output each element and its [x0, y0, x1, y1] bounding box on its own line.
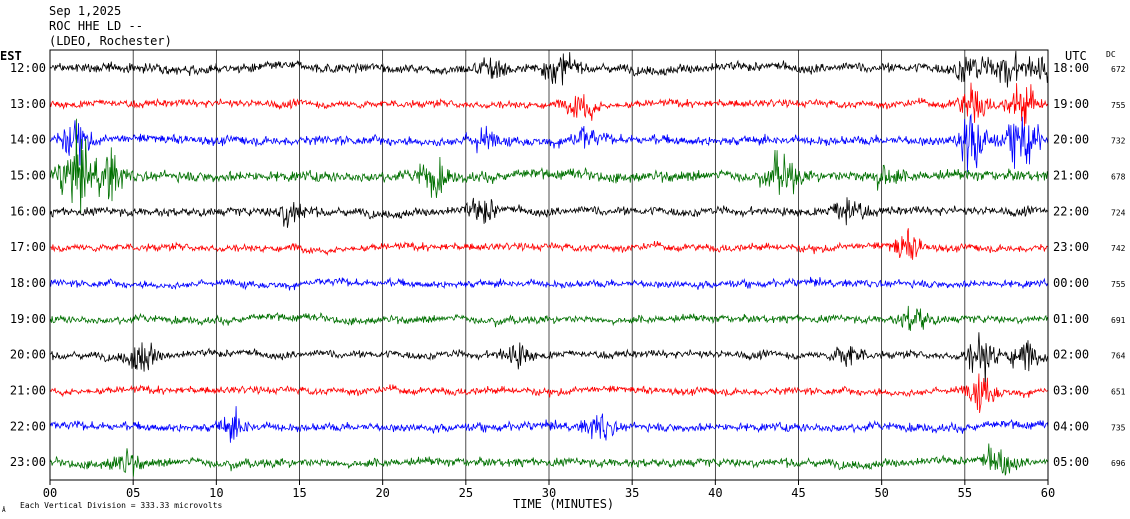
- trace-line: [49, 332, 1049, 387]
- x-axis-ticks: 00 05 10 15 20 25 30 35 40 45 50 55 60: [43, 480, 1055, 500]
- x-axis-title: TIME (MINUTES): [513, 497, 614, 511]
- utc-time-label: 22:00: [1053, 204, 1089, 218]
- x-tick-label: 35: [625, 486, 639, 500]
- seismic-traces: [49, 50, 1049, 477]
- x-tick-label: 10: [209, 486, 223, 500]
- station-code: ROC HHE LD --: [49, 19, 143, 33]
- est-time-label: 15:00: [10, 169, 46, 183]
- dc-offset-value: 732: [1111, 137, 1126, 146]
- plot-date: Sep 1,2025: [49, 4, 122, 18]
- dc-column-title: DC: [1106, 50, 1116, 59]
- trace-line: [49, 118, 1049, 214]
- dc-offset-value: 755: [1111, 101, 1126, 110]
- utc-axis-title: UTC: [1065, 49, 1087, 63]
- scale-note: Each Vertical Division = 333.33 microvol…: [20, 501, 222, 510]
- trace-line: [49, 406, 1049, 443]
- est-time-label: 16:00: [10, 204, 46, 218]
- utc-time-label: 20:00: [1053, 133, 1089, 147]
- est-time-label: 12:00: [10, 61, 46, 75]
- x-tick-label: 00: [43, 486, 57, 500]
- dc-offset-value: 678: [1111, 173, 1126, 182]
- est-time-label: 21:00: [10, 384, 46, 398]
- dc-offset-value: 755: [1111, 280, 1126, 289]
- time-labels: 12:00 18:00 672 13:00 19:00 755 14:00 20:00 732 1…: [10, 61, 1126, 469]
- trace-line: [49, 276, 1049, 291]
- x-tick-label: 15: [292, 486, 306, 500]
- x-tick-label: 50: [874, 486, 888, 500]
- x-tick-label: 05: [126, 486, 140, 500]
- dc-offset-value: 691: [1111, 316, 1126, 325]
- est-time-label: 14:00: [10, 133, 46, 147]
- trace-line: [49, 305, 1048, 331]
- lamont-logo-icon: Å: [2, 507, 6, 514]
- utc-time-label: 02:00: [1053, 348, 1089, 362]
- dc-offset-value: 672: [1111, 65, 1126, 74]
- dc-offset-value: 724: [1111, 208, 1126, 217]
- dc-offset-value: 735: [1111, 423, 1126, 432]
- est-time-label: 23:00: [10, 455, 46, 469]
- x-tick-label: 20: [375, 486, 389, 500]
- dc-offset-value: 696: [1111, 459, 1126, 468]
- x-tick-label: 30: [542, 486, 556, 500]
- dc-offset-value: 764: [1111, 352, 1126, 361]
- est-time-label: 22:00: [10, 419, 46, 433]
- trace-line: [49, 50, 1049, 88]
- x-tick-label: 25: [459, 486, 473, 500]
- utc-time-label: 01:00: [1053, 312, 1089, 326]
- est-time-label: 19:00: [10, 312, 46, 326]
- est-time-label: 13:00: [10, 97, 46, 111]
- x-tick-label: 40: [708, 486, 722, 500]
- dc-offset-value: 742: [1111, 244, 1126, 253]
- utc-time-label: 21:00: [1053, 169, 1089, 183]
- utc-time-label: 19:00: [1053, 97, 1089, 111]
- utc-time-label: 00:00: [1053, 276, 1089, 290]
- trace-line: [49, 113, 1049, 173]
- x-tick-label: 60: [1041, 486, 1055, 500]
- x-tick-label: 45: [791, 486, 805, 500]
- network-label: (LDEO, Rochester): [49, 34, 172, 48]
- trace-line: [49, 443, 1049, 477]
- est-time-label: 17:00: [10, 240, 46, 254]
- est-time-label: 18:00: [10, 276, 46, 290]
- utc-time-label: 04:00: [1053, 419, 1089, 433]
- utc-time-label: 03:00: [1053, 384, 1089, 398]
- x-tick-label: 55: [958, 486, 972, 500]
- est-axis-title: EST: [0, 49, 22, 63]
- trace-line: [49, 228, 1049, 260]
- utc-time-label: 05:00: [1053, 455, 1089, 469]
- est-time-label: 20:00: [10, 348, 46, 362]
- trace-line: [49, 197, 1049, 228]
- utc-time-label: 23:00: [1053, 240, 1089, 254]
- trace-line: [49, 373, 1049, 414]
- trace-line: [49, 82, 1049, 127]
- dc-offset-value: 651: [1111, 388, 1126, 397]
- utc-time-label: 18:00: [1053, 61, 1089, 75]
- grid-lines: [132, 50, 966, 480]
